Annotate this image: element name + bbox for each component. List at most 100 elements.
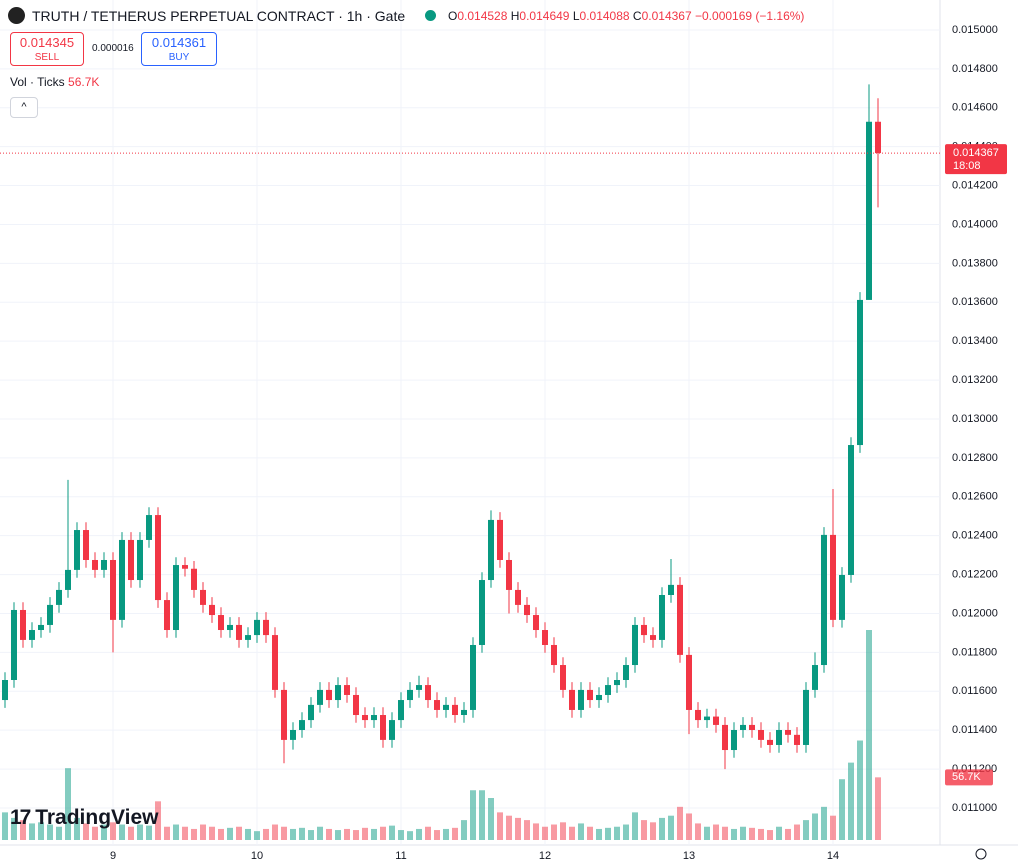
volume-bar <box>245 828 251 840</box>
volume-bar <box>353 830 359 840</box>
buy-button[interactable]: 0.014361 BUY <box>141 32 217 66</box>
candle-body <box>200 589 206 605</box>
candle-body <box>641 624 647 636</box>
volume-bar <box>272 824 278 840</box>
collapse-button[interactable]: ^ <box>10 97 38 118</box>
volume-bar <box>263 828 269 840</box>
candle-body <box>92 559 98 570</box>
x-tick-label: 12 <box>539 850 551 862</box>
y-tick-label: 0.013800 <box>952 257 998 269</box>
candle-body <box>479 580 485 645</box>
countdown: 18:08 <box>953 160 981 172</box>
volume-bar <box>398 830 404 840</box>
y-tick-label: 0.012400 <box>952 530 998 542</box>
volume-bar <box>650 822 656 840</box>
candle-body <box>65 569 71 590</box>
candle-body <box>542 630 548 645</box>
volume-bar <box>371 828 377 840</box>
brand-logo[interactable]: 17 TradingView <box>10 806 159 829</box>
volume-bar <box>146 825 152 840</box>
candle-body <box>803 689 809 745</box>
volume-bar <box>236 826 242 840</box>
volume-bar <box>695 823 701 840</box>
volume-bar <box>326 828 332 840</box>
volume-bar <box>515 817 521 840</box>
candle-body <box>722 724 728 751</box>
volume-bar <box>785 828 791 840</box>
candle-body <box>605 685 611 695</box>
y-tick-label: 0.011800 <box>952 646 997 658</box>
spread: 0.000016 <box>92 43 134 54</box>
sell-price: 0.014345 <box>19 35 75 50</box>
volume-bar <box>389 825 395 840</box>
symbol-title[interactable]: TRUTH / TETHERUS PERPETUAL CONTRACT · 1h… <box>32 8 406 24</box>
volume-bar <box>164 826 170 840</box>
y-tick-label: 0.013200 <box>952 374 998 386</box>
candle-body <box>101 559 107 570</box>
volume-tag <box>945 769 993 786</box>
candle-body <box>866 121 872 300</box>
candle-body <box>794 734 800 745</box>
volume-bar <box>866 630 872 840</box>
candle-body <box>740 724 746 730</box>
volume-bar <box>74 817 80 840</box>
volume-bar <box>731 828 737 840</box>
volume-bar <box>191 828 197 840</box>
candle-body <box>569 689 575 710</box>
volume-bar <box>758 828 764 840</box>
candle-body <box>434 700 440 710</box>
candle-body <box>344 685 350 695</box>
volume-bar <box>119 824 125 840</box>
volume-bar <box>578 823 584 840</box>
candle-body <box>488 519 494 581</box>
settings-icon[interactable] <box>975 848 987 860</box>
candle-body <box>704 716 710 721</box>
candle-body <box>461 709 467 716</box>
volume-bar <box>857 740 863 840</box>
y-tick-label: 0.013600 <box>952 296 998 308</box>
candle-body <box>578 689 584 710</box>
l-label: L <box>572 9 580 23</box>
volume-bar <box>641 820 647 840</box>
sell-label: SELL <box>34 52 60 63</box>
x-tick-label: 10 <box>251 850 263 862</box>
y-tick-label: 0.014800 <box>952 63 998 75</box>
volume-bar <box>605 827 611 840</box>
volume-bar <box>254 831 260 840</box>
candle-body <box>209 604 215 616</box>
ohlc-legend: O0.014528 H0.014649 L0.014088 C0.014367 … <box>448 9 804 23</box>
volume-bar <box>497 812 503 840</box>
volume-bar <box>443 828 449 840</box>
h-label: H <box>510 9 520 23</box>
volume-value: 56.7K <box>68 75 100 89</box>
volume-bar <box>182 826 188 840</box>
volume-bar <box>47 824 53 840</box>
sell-button[interactable]: 0.014345 SELL <box>10 32 84 66</box>
y-tick-label: 0.011600 <box>952 685 997 697</box>
last-price-value: 0.014367 <box>953 147 999 159</box>
candle-body <box>533 615 539 631</box>
candle-body <box>173 565 179 631</box>
volume-bar <box>767 830 773 840</box>
volume-tag-value: 56.7K <box>952 771 981 783</box>
candle-body <box>254 619 260 636</box>
volume-bar <box>623 824 629 840</box>
candle-body <box>335 685 341 701</box>
volume-bar <box>317 826 323 840</box>
y-tick-label: 0.013000 <box>952 413 998 425</box>
volume-bar <box>677 806 683 840</box>
candle-body <box>785 729 791 735</box>
volume-bar <box>281 826 287 840</box>
candle-body <box>380 715 386 740</box>
volume-bar <box>560 822 566 840</box>
volume-bar <box>686 813 692 840</box>
volume-bar <box>299 827 305 840</box>
candle-body <box>227 624 233 631</box>
volume-bar <box>569 826 575 840</box>
candle-body <box>29 630 35 640</box>
volume-bar <box>713 824 719 840</box>
y-tick-label: 0.012200 <box>952 568 998 580</box>
candle-body <box>317 689 323 705</box>
candle-body <box>245 635 251 640</box>
